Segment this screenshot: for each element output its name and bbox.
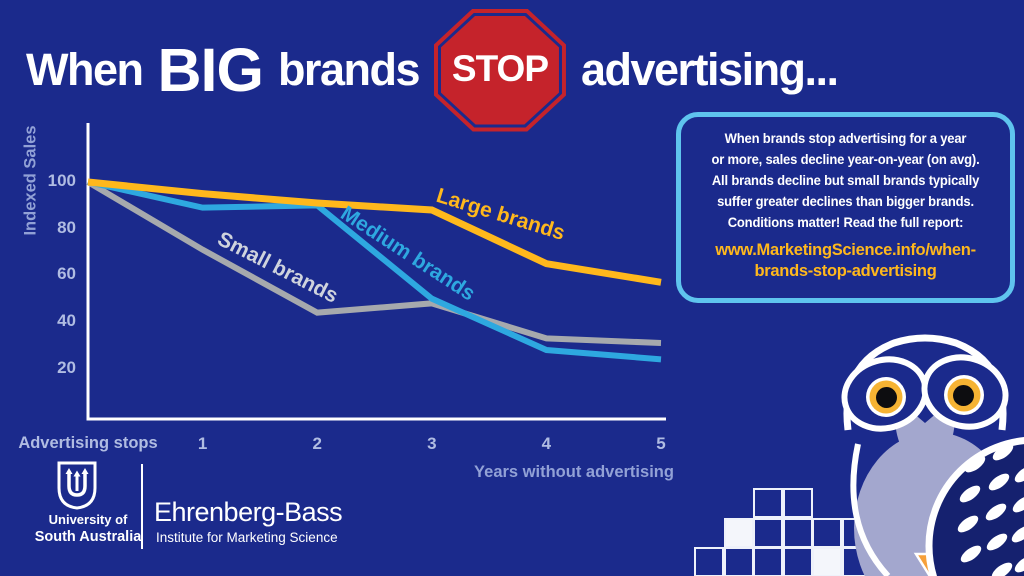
title-word-when: When — [26, 44, 144, 95]
grid-cell-outline — [723, 547, 754, 576]
grid-cell-outline — [782, 547, 813, 576]
owl-mascot-illustration — [841, 334, 1024, 576]
x-axis-title: Years without advertising — [474, 463, 674, 481]
unisa-shield-logo — [57, 461, 97, 510]
x-tick-label: 4 — [541, 434, 552, 453]
summary-text-line: or more, sales decline year-on-year (on … — [711, 151, 980, 167]
x-tick-label: 3 — [427, 434, 437, 453]
y-tick-label: 60 — [57, 264, 76, 284]
y-tick-label: 80 — [57, 217, 76, 237]
line-small-brands — [86, 179, 662, 346]
summary-callout-box: When brands stop advertising for a year … — [676, 112, 1015, 303]
y-tick-label: 100 — [47, 171, 76, 190]
summary-text-line: When brands stop advertising for a year — [724, 130, 967, 146]
grid-cell-outline — [812, 517, 842, 548]
university-name-line1: University of — [48, 512, 128, 527]
y-tick-label: 40 — [57, 310, 76, 330]
grid-cell-outline — [753, 488, 783, 518]
line-medium-brands — [87, 179, 662, 363]
series-label-large-brands: Large brands — [433, 184, 568, 245]
grid-cell-filled — [723, 517, 754, 548]
grid-cell-outline — [753, 517, 783, 548]
chart-axes — [86, 123, 666, 421]
summary-text-line: suffer greater declines than bigger bran… — [717, 193, 974, 209]
series-label-small-brands: Small brands — [213, 227, 342, 308]
stop-sign-label: STOP — [451, 48, 549, 89]
x-tick-label: Advertising stops — [18, 434, 158, 452]
report-url-link[interactable]: www.MarketingScience.info/when- brands-s… — [681, 240, 1010, 282]
logo-divider — [141, 464, 143, 549]
grid-cell-outline — [694, 547, 724, 576]
stop-sign-inner-octagon: STOP — [440, 15, 559, 125]
x-tick-label: 5 — [656, 434, 666, 453]
institute-name: Ehrenberg-Bass — [154, 497, 343, 527]
x-tick-label: 2 — [312, 434, 322, 453]
title-word-advertising: advertising... — [580, 44, 839, 95]
report-url-line2: brands-stop-advertising — [754, 262, 937, 280]
report-url-line1: www.MarketingScience.info/when- — [715, 241, 976, 259]
y-tick-label: 20 — [57, 357, 76, 377]
x-tick-label: 1 — [197, 434, 208, 453]
summary-text-line: Conditions matter! Read the full report: — [727, 214, 964, 230]
title-word-big: BIG — [157, 36, 263, 104]
university-name-line2: South Australia — [34, 529, 142, 545]
summary-text-line: All brands decline but small brands typi… — [711, 172, 980, 188]
grid-cell-outline — [782, 517, 813, 548]
series-label-medium-brands: Medium brands — [336, 201, 480, 306]
page-title: When BIG brands STOP advertising... — [26, 6, 839, 134]
grid-cell-filled — [812, 547, 842, 576]
stop-sign-icon: STOP — [433, 8, 566, 132]
title-word-brands: brands — [277, 44, 421, 95]
grid-cell-outline — [782, 488, 813, 518]
grid-cell-outline — [753, 547, 783, 576]
institute-subtitle: Institute for Marketing Science — [156, 530, 338, 545]
